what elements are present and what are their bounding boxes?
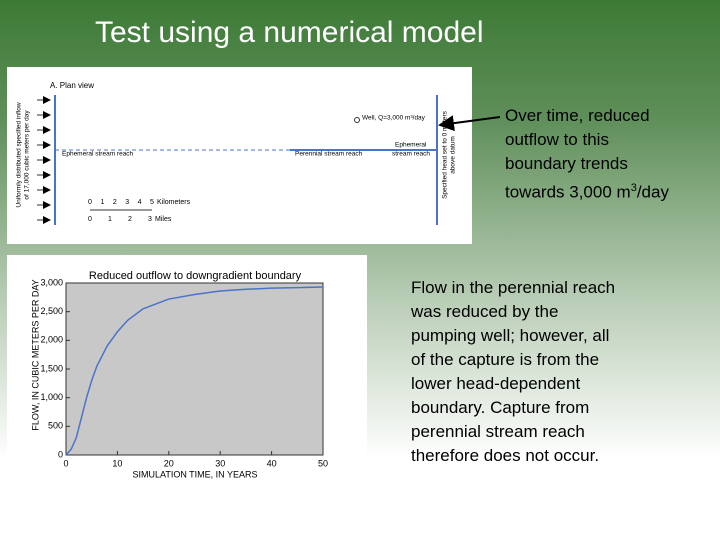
line: boundary. Capture from (411, 398, 590, 417)
well (354, 117, 360, 123)
y-tick-label: 1,500 (40, 363, 63, 373)
x-tick-label: 30 (215, 458, 225, 468)
reach-label: stream reach (392, 151, 430, 158)
x-tick-label: 0 (63, 458, 68, 468)
line: towards 3,000 m3/day (505, 176, 669, 202)
y-tick-label: 1,000 (40, 392, 63, 402)
line: perennial stream reach (411, 422, 585, 441)
line: pumping well; however, all (411, 326, 610, 345)
annotation-top: Over time, reduced outflow to this bound… (505, 104, 669, 202)
flow-line (65, 286, 324, 456)
annotation-bottom: Flow in the perennial reach was reduced b… (411, 276, 615, 468)
line: boundary trends (505, 154, 628, 173)
scale-label: 0 (88, 216, 92, 223)
well-label: Well, Q=3,000 m³/day (362, 115, 426, 122)
inflow-label: of 17,000 cubic meters per day (24, 110, 31, 200)
scale-label: 3 (125, 199, 129, 206)
line: Over time, reduced (505, 106, 650, 125)
scale-label: 2 (113, 199, 117, 206)
head-label: Specified head set to 0 meters (442, 110, 449, 199)
superscript: 3 (630, 182, 637, 194)
chart: Reduced outflow to downgradient boundary… (30, 270, 328, 479)
reach-label: Perennial stream reach (295, 151, 363, 158)
line: Flow in the perennial reach (411, 278, 616, 297)
scale-label: 2 (128, 216, 132, 223)
head-label: above datum (450, 136, 457, 174)
scale-label: 1 (100, 199, 104, 206)
line: was reduced by the (411, 302, 559, 321)
pointer-arrow (438, 115, 501, 132)
scale-unit: Kilometers (157, 199, 191, 206)
x-axis-label: SIMULATION TIME, IN YEARS (132, 469, 257, 479)
scale-unit: Miles (155, 216, 172, 223)
x-tick-label: 50 (318, 458, 328, 468)
y-tick-label: 2,500 (40, 306, 63, 316)
scale-label: 0 (88, 199, 92, 206)
line: lower head-dependent (411, 374, 581, 393)
plan-label: A. Plan view (50, 81, 94, 90)
y-tick-label: 0 (58, 449, 63, 459)
x-tick-label: 40 (267, 458, 277, 468)
text: /day (636, 182, 669, 202)
y-tick-label: 500 (48, 421, 63, 431)
plot-area (65, 282, 324, 456)
text: towards 3,000 m (505, 182, 631, 202)
scale-label: 5 (150, 199, 154, 206)
y-axis-label: FLOW, IN CUBIC METERS PER DAY (30, 279, 40, 430)
reach-label: Ephemeral (395, 142, 427, 149)
scale-label: 3 (148, 216, 152, 223)
x-tick-label: 10 (112, 458, 122, 468)
slide-title: Test using a numerical model (95, 16, 484, 49)
inflow-label: Uniformly distributed specified inflow (16, 102, 23, 207)
scale-label: 1 (108, 216, 112, 223)
chart-title: Reduced outflow to downgradient boundary (89, 270, 302, 282)
line: outflow to this (505, 130, 609, 149)
reach-label: Ephemeral stream reach (62, 151, 134, 158)
inflow-arrows (37, 96, 51, 224)
line: of the capture is from the (411, 350, 600, 369)
x-tick-label: 20 (164, 458, 174, 468)
y-tick-label: 2,000 (40, 335, 63, 345)
plan-view-box (7, 67, 472, 244)
line: therefore does not occur. (411, 446, 600, 465)
y-tick-label: 3,000 (40, 277, 63, 287)
scale-label: 4 (138, 199, 142, 206)
